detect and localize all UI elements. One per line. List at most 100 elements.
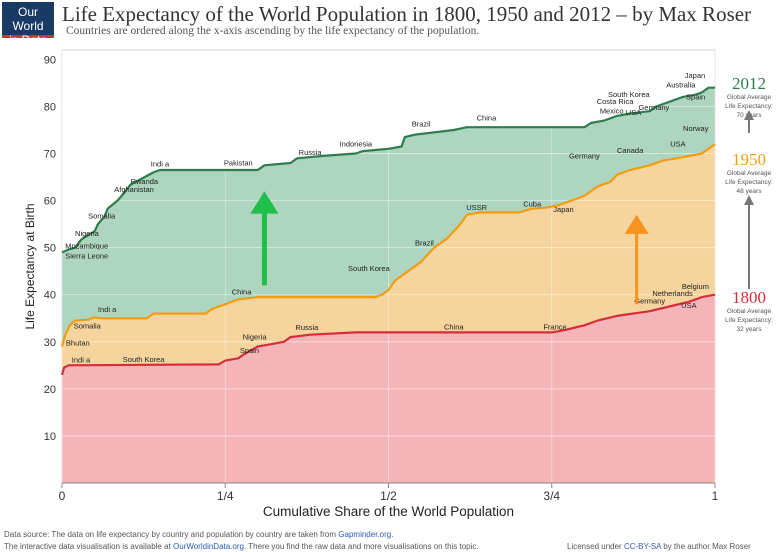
legend-caption: Life Expectancy: xyxy=(725,317,773,324)
country-label: Mozambique xyxy=(65,242,108,251)
source-suffix: . xyxy=(391,530,394,539)
country-label: Russia xyxy=(299,148,323,157)
arrow-head xyxy=(624,214,649,234)
country-label: Costa Rica xyxy=(597,97,635,106)
country-label: Spain xyxy=(686,92,705,101)
legend-caption: 48 years xyxy=(737,188,763,195)
country-label: Rwanda xyxy=(131,177,159,186)
country-label: Russia xyxy=(295,323,319,332)
source-prefix: Data source: The data on life expectancy… xyxy=(4,530,339,539)
x-tick-label: 1/2 xyxy=(380,489,397,503)
country-label: Indi a xyxy=(98,305,117,314)
country-label: Brazil xyxy=(415,238,434,247)
country-label: Netherlands xyxy=(652,289,693,298)
owid-link[interactable]: OurWorldinData.org xyxy=(172,542,244,551)
country-label: Cuba xyxy=(523,199,542,208)
x-tick-label: 1 xyxy=(712,489,719,503)
license-note: Licensed under CC-BY-SA by the author Ma… xyxy=(567,542,751,551)
country-label: Spain xyxy=(240,346,259,355)
legend-year: 1800 xyxy=(732,288,766,307)
country-label: France xyxy=(543,323,566,332)
interactive-suffix: . There you find the raw data and more v… xyxy=(243,542,479,551)
series-line-1800 xyxy=(60,293,716,376)
our-world-in-data-logo[interactable]: Our World in Data xyxy=(2,2,54,47)
country-label: Norway xyxy=(683,124,709,133)
x-tick-label: 0 xyxy=(59,489,66,503)
country-label: Somalia xyxy=(74,322,102,331)
country-label: Sierra Leone xyxy=(65,251,108,260)
y-tick-label: 90 xyxy=(44,54,56,66)
country-label: China xyxy=(232,288,252,297)
country-label: Belgium xyxy=(682,282,709,291)
y-tick-label: 60 xyxy=(44,196,56,208)
country-label: USSR xyxy=(466,203,487,212)
arrow-1800-to-1950 xyxy=(624,214,649,305)
legend-caption: Global Average xyxy=(727,170,772,177)
chart-title: Life Expectancy of the World Population … xyxy=(62,2,752,26)
country-label: Germany xyxy=(569,151,600,160)
legend-caption: 32 years xyxy=(737,326,763,333)
country-label: Japan xyxy=(685,71,705,80)
country-label: Indi a xyxy=(72,356,91,365)
license-prefix: Licensed under xyxy=(567,542,624,551)
country-label: Afghanistan xyxy=(114,185,154,194)
series-line-2012 xyxy=(61,86,715,254)
country-label: Japan xyxy=(553,205,573,214)
country-label: Mexico xyxy=(600,107,624,116)
y-axis-label: Life Expectancy at Birth xyxy=(23,203,37,329)
country-label: Nigeria xyxy=(243,332,268,341)
arrow-1950-to-2012 xyxy=(250,191,279,286)
x-tick-label: 3/4 xyxy=(543,489,560,503)
legend-year: 2012 xyxy=(732,74,766,93)
country-label: Bhutan xyxy=(66,339,90,348)
y-tick-label: 50 xyxy=(44,243,56,255)
logo-line-2: in Data xyxy=(8,33,48,47)
country-label: Australia xyxy=(666,81,696,90)
data-source-note: Data source: The data on life expectancy… xyxy=(4,530,393,539)
interactive-prefix: The interactive data visualisation is av… xyxy=(4,542,173,551)
legend-caption: Global Average xyxy=(727,94,772,101)
country-label: Pakistan xyxy=(224,158,253,167)
country-label: Somalia xyxy=(88,211,116,220)
interactive-note: The interactive data visualisation is av… xyxy=(4,542,479,551)
arrow-head xyxy=(250,191,279,214)
y-tick-label: 80 xyxy=(44,101,56,113)
legend-arrow-head xyxy=(744,195,754,205)
country-label: South Korea xyxy=(348,264,391,273)
y-tick-label: 10 xyxy=(44,431,56,443)
y-tick-label: 40 xyxy=(44,290,56,302)
country-label: South Korea xyxy=(608,90,651,99)
legend-caption: Life Expectancy: xyxy=(725,103,773,110)
license-link[interactable]: CC-BY-SA xyxy=(623,542,661,551)
gapminder-link[interactable]: Gapminder.org xyxy=(338,530,392,539)
country-label: USA xyxy=(670,139,685,148)
license-suffix: by the author Max Roser xyxy=(661,542,751,551)
country-label: Nigeria xyxy=(75,229,100,238)
y-tick-label: 70 xyxy=(44,149,56,161)
x-tick-label: 1/4 xyxy=(217,489,234,503)
country-label: USA xyxy=(681,301,696,310)
y-tick-label: 30 xyxy=(44,337,56,349)
legend-caption: Global Average xyxy=(727,308,772,315)
country-label: Brazil xyxy=(412,120,431,129)
country-label: Germany xyxy=(634,297,665,306)
chart-subtitle: Countries are ordered along the x-axis a… xyxy=(66,25,480,37)
legend-year: 1950 xyxy=(732,150,766,169)
country-label: Indi a xyxy=(151,160,170,169)
x-axis-label: Cumulative Share of the World Population xyxy=(263,504,514,519)
legend-caption: Life Expectancy: xyxy=(725,179,773,186)
series-line-1950 xyxy=(60,143,716,347)
country-label: USA xyxy=(626,108,641,117)
logo-line-1: Our World xyxy=(12,5,44,33)
country-label: China xyxy=(477,114,497,123)
country-label: Canada xyxy=(617,146,644,155)
legend-arrow-head xyxy=(744,110,754,120)
y-tick-label: 20 xyxy=(44,384,56,396)
country-label: Germany xyxy=(638,103,669,112)
country-label: South Korea xyxy=(123,355,166,364)
country-label: China xyxy=(444,323,464,332)
country-label: Indonesia xyxy=(340,139,373,148)
